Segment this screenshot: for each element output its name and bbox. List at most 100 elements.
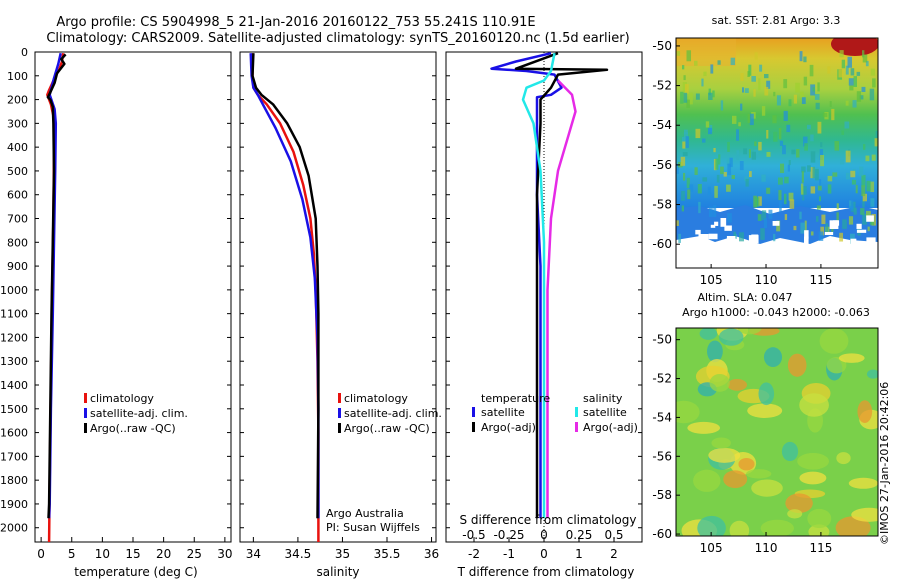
sst-speckle-dot: [766, 187, 771, 194]
sst-speckle-dot: [810, 134, 814, 142]
legend-swatch-t-satellite: [472, 407, 475, 417]
sst-speckle-dot: [708, 206, 713, 217]
legend-swatch-climatology: [338, 393, 341, 403]
sst-speckle-dot: [751, 76, 756, 82]
sst-speckle-dot: [870, 181, 875, 193]
sst-speckle-dot: [698, 201, 701, 214]
sst-ice-gap: [708, 233, 718, 240]
sst-speckle-dot: [802, 186, 807, 195]
legend-swatch-climatology: [84, 393, 87, 403]
legend-label-climatology: climatology: [344, 392, 408, 405]
sst-speckle-dot: [874, 138, 878, 147]
sst-speckle-dot: [761, 210, 767, 221]
sla-blob: [707, 340, 723, 363]
sst-speckle-dot: [801, 171, 804, 183]
sst-speckle-dot: [818, 231, 824, 241]
legend-label-s-argo: Argo(-adj): [583, 421, 638, 434]
difference-legend: temperature salinity satellite Argo(-adj…: [472, 392, 638, 434]
sst-speckle-dot: [827, 184, 832, 194]
sst-ice-gap: [691, 241, 700, 249]
sst-speckle-dot: [783, 110, 788, 121]
sst-speckle-dot: [784, 214, 788, 220]
sst-speckle-dot: [757, 214, 762, 221]
sla-blob: [747, 403, 783, 418]
sst-speckle-dot: [702, 138, 706, 143]
difference-xlabel: T difference from climatology: [457, 565, 635, 579]
sst-speckle-dot: [816, 216, 819, 222]
sla-blob: [711, 437, 731, 449]
map-y-tick-label: -52: [652, 372, 672, 386]
difference-xlabel-top: S difference from climatology: [460, 513, 637, 527]
map-x-tick-label: 105: [700, 273, 723, 287]
depth-tick-label: 300: [7, 117, 28, 130]
sst-speckle-dot: [747, 113, 751, 123]
series-line-argo-raw-qc: [251, 53, 320, 519]
sst-speckle-dot: [720, 100, 724, 111]
sst-speckle-dot: [848, 78, 854, 86]
sst-speckle-dot: [715, 158, 719, 170]
sst-speckle-dot: [866, 180, 871, 192]
x-tick-label-top: 0.25: [566, 528, 593, 542]
sst-ice-gap: [698, 234, 709, 243]
sst-speckle-dot: [695, 128, 701, 139]
sst-speckle-dot: [817, 121, 822, 134]
sst-speckle-dot: [778, 128, 782, 140]
sla-blob: [693, 469, 721, 492]
sst-speckle-dot: [727, 163, 732, 176]
sst-ice-gap: [748, 235, 759, 244]
map-x-tick-label: 110: [755, 541, 778, 555]
sst-speckle-dot: [800, 222, 805, 234]
sst-ice-gap: [856, 229, 867, 233]
sst-speckle-dot: [766, 130, 769, 139]
sst-speckle-dot: [853, 207, 857, 215]
sst-speckle-dot: [694, 60, 698, 66]
sst-map: [676, 38, 878, 268]
sst-speckle-dot: [714, 185, 718, 198]
sst-speckle-dot: [810, 167, 815, 179]
sst-speckle-dot: [708, 127, 713, 135]
sst-speckle-dot: [862, 213, 867, 225]
x-tick-label: 2: [610, 547, 618, 561]
sst-speckle-dot: [754, 149, 759, 158]
sst-speckle-dot: [827, 175, 833, 182]
sla-blob: [727, 379, 748, 391]
sst-speckle-dot: [727, 213, 732, 223]
sst-speckle-dot: [832, 172, 838, 177]
sla-blob: [826, 356, 847, 374]
sla-blob: [738, 457, 755, 471]
sla-blob: [819, 328, 849, 354]
map-y-tick-label: -52: [652, 79, 672, 93]
sst-speckle-dot: [763, 218, 768, 228]
sst-speckle-dot: [681, 205, 685, 212]
x-tick-label: 34.5: [285, 547, 312, 561]
sst-ice-gap: [726, 236, 736, 242]
sst-speckle-dot: [793, 94, 797, 104]
sst-speckle-dot: [875, 131, 878, 143]
sst-speckle-dot: [817, 185, 822, 191]
temperature-legend: climatology satellite-adj. clim. Argo(..…: [84, 392, 188, 435]
sla-blob: [758, 382, 775, 406]
sst-speckle-dot: [829, 101, 832, 107]
sst-ice-gap: [714, 221, 719, 226]
x-tick-label: -2: [468, 547, 480, 561]
legend-label-t-satellite: satellite: [481, 406, 525, 419]
legend-label-s-satellite: satellite: [583, 406, 627, 419]
sst-speckle-dot: [738, 122, 741, 127]
sst-speckle-dot: [821, 214, 826, 225]
sst-speckle-dot: [695, 93, 700, 100]
sst-speckle-dot: [851, 179, 857, 185]
sst-speckle-dot: [761, 106, 766, 116]
sla-blob: [708, 447, 741, 463]
sst-speckle-dot: [778, 190, 782, 201]
sst-speckle-dot: [708, 88, 711, 96]
sst-speckle-dot: [862, 50, 865, 58]
sst-speckle-dot: [849, 205, 854, 211]
sst-speckle-dot: [871, 154, 876, 161]
sst-speckle-dot: [848, 216, 854, 225]
sst-speckle-dot: [757, 196, 762, 206]
sst-ice-gap: [724, 225, 732, 231]
sla-map-axes: 105 110 115 -50 -52 -54 -56 -58 -60: [652, 333, 832, 555]
sst-ice-gap: [866, 215, 874, 222]
map-y-tick-label: -58: [652, 488, 672, 502]
map-y-tick-label: -54: [652, 118, 672, 132]
